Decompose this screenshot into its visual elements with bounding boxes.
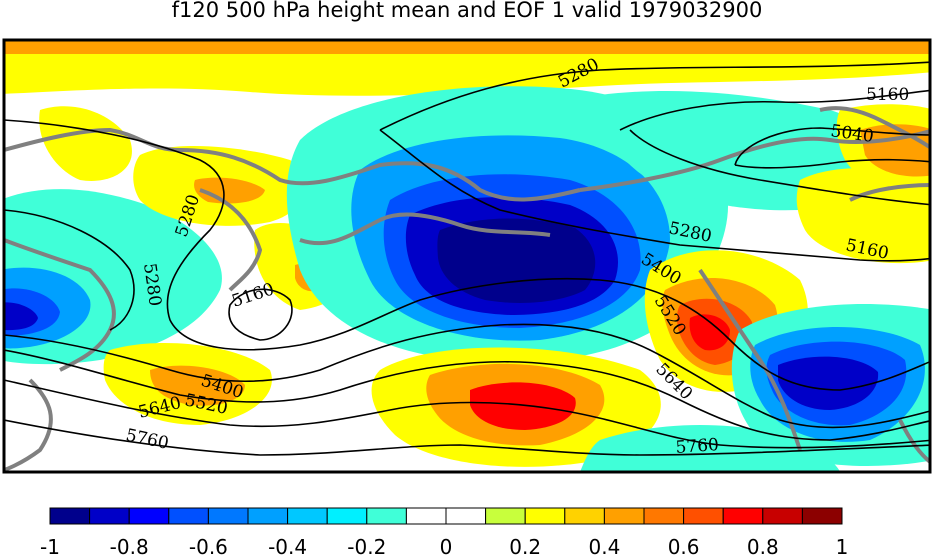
colorbar-swatch xyxy=(366,507,407,525)
colorbar-swatch xyxy=(445,507,487,525)
colorbar-tick-label: 0.4 xyxy=(588,535,620,558)
colorbar-tick-label: 0.8 xyxy=(747,535,779,558)
colorbar-swatch xyxy=(564,507,605,525)
colorbar-swatch xyxy=(128,507,170,525)
map-title: f120 500 hPa height mean and EOF 1 valid… xyxy=(171,0,763,22)
colorbar-swatch xyxy=(485,507,526,525)
map-frame xyxy=(2,38,932,474)
colorbar-swatch xyxy=(762,507,803,525)
contour-label: 5160 xyxy=(866,85,909,105)
contour-label: 5760 xyxy=(675,435,720,458)
colorbar-swatch xyxy=(683,507,724,525)
colorbar-swatch xyxy=(603,507,645,525)
colorbar-swatch xyxy=(524,507,566,525)
colorbar-tick-label: -0.6 xyxy=(189,535,228,558)
colorbar-swatch xyxy=(89,507,130,525)
colorbar-swatch xyxy=(168,507,209,525)
colorbar-swatch xyxy=(801,507,843,525)
colorbar-swatch xyxy=(207,507,249,525)
colorbar: -1 -0.8 -0.6 -0.4 -0.2 0 0.2 0.4 0.6 0.8 1 xyxy=(40,507,849,558)
colorbar-swatch xyxy=(722,507,764,525)
colorbar-tick-label: -0.4 xyxy=(268,535,307,558)
height-contours xyxy=(4,61,930,456)
colorbar-swatch xyxy=(326,507,368,525)
colorbar-tick-label: 0.6 xyxy=(668,535,700,558)
colorbar-tick-label: -1 xyxy=(40,535,60,558)
colorbar-tick-label: 0.2 xyxy=(509,535,541,558)
colorbar-swatch xyxy=(247,507,289,525)
colorbar-tick-label: -0.8 xyxy=(110,535,149,558)
colorbar-tick-label: 0 xyxy=(440,535,453,558)
colorbar-swatch xyxy=(643,507,685,525)
colorbar-swatch xyxy=(49,507,91,525)
colorbar-swatch xyxy=(287,507,328,525)
colorbar-swatch xyxy=(405,507,447,525)
colorbar-tick-label: 1 xyxy=(836,535,849,558)
colorbar-tick-label: -0.2 xyxy=(347,535,386,558)
coastlines xyxy=(4,106,930,472)
